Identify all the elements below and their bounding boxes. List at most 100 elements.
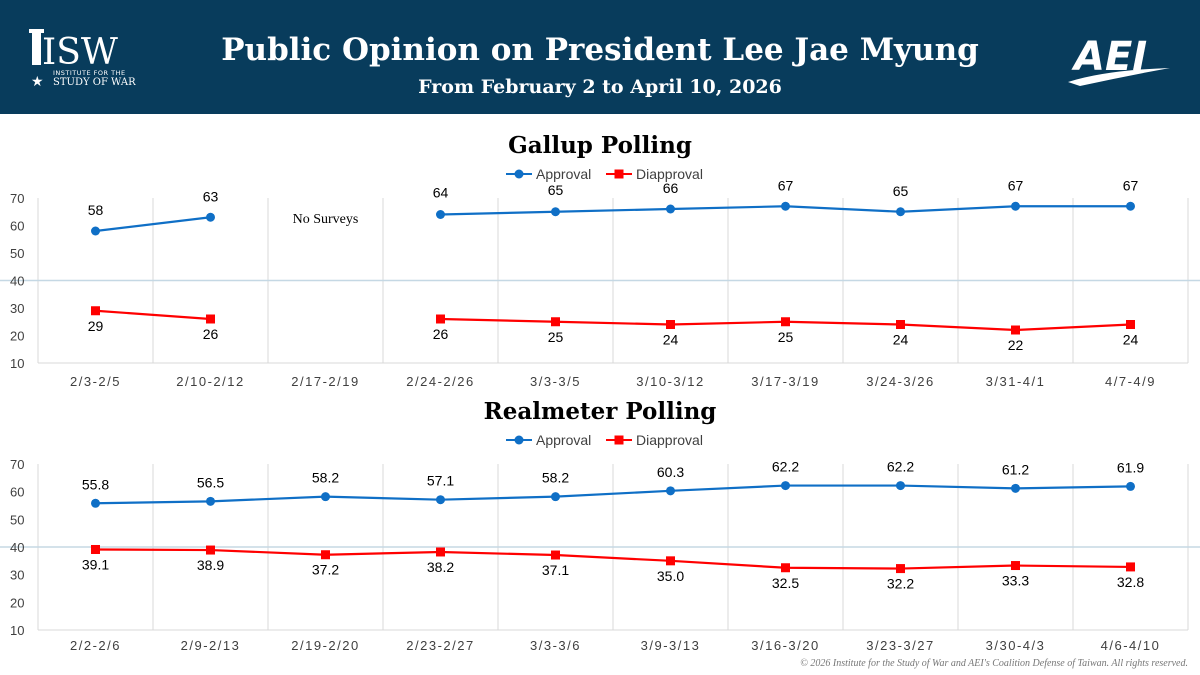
chart2-disapproval-point — [91, 544, 100, 554]
chart2-legend-marker-disapproval — [614, 435, 624, 445]
chart2-series-line-disapproval — [95, 548, 1131, 570]
chart1-disapproval-data-label: 26 — [203, 326, 219, 342]
chart2-approval-data-label: 57.1 — [427, 473, 454, 489]
chart2-approval-data-label: 58.2 — [542, 470, 569, 486]
chart2-approval-point — [91, 498, 100, 508]
chart2-approval-point — [896, 481, 905, 491]
chart2-disapproval-point — [666, 556, 675, 566]
chart1-approval-point — [1011, 201, 1020, 211]
chart2-approval-point — [436, 495, 445, 505]
chart2-x-tick-label: 4/6-4/10 — [1101, 638, 1161, 653]
chart2-disapproval-data-label: 33.3 — [1002, 573, 1029, 589]
chart1-disapproval-point — [436, 314, 445, 324]
chart1-disapproval-data-label: 24 — [1123, 332, 1139, 348]
chart1-legend-label-approval: Approval — [536, 166, 591, 182]
aei-logo: AEI — [1068, 34, 1170, 86]
chart1-legend-marker-disapproval — [614, 169, 624, 179]
chart1-approval-data-label: 67 — [1008, 177, 1024, 193]
chart2-disapproval-data-label: 32.8 — [1117, 574, 1144, 590]
chart2-approval-data-label: 62.2 — [887, 459, 914, 475]
chart2-disapproval-point — [206, 545, 215, 555]
chart2-x-tick-label: 3/23-3/27 — [866, 638, 934, 653]
chart1-series-line-approval — [95, 216, 211, 233]
chart1-approval-point — [206, 212, 215, 222]
chart2-disapproval-data-label: 37.1 — [542, 562, 569, 578]
chart2-y-tick-label: 60 — [10, 485, 24, 500]
chart2-disapproval-data-label: 32.5 — [772, 575, 799, 591]
chart2-x-tick-label: 3/3-3/6 — [530, 638, 581, 653]
chart2-y-tick-label: 40 — [10, 540, 24, 555]
chart1-approval-point — [551, 207, 560, 217]
chart2-approval-point — [1126, 481, 1135, 491]
chart2-disapproval-data-label: 38.9 — [197, 557, 224, 573]
page-subtitle: From February 2 to April 10, 2026 — [418, 76, 782, 98]
chart2-disapproval-point — [321, 550, 330, 560]
chart2-y-tick-label: 50 — [10, 512, 24, 527]
chart1-disapproval-data-label: 29 — [88, 318, 104, 334]
isw-logo-sub1: INSTITUTE FOR THE — [53, 69, 126, 77]
chart2-disapproval-point — [1011, 561, 1020, 571]
chart2-approval-data-label: 61.9 — [1117, 459, 1144, 475]
chart1-disapproval-data-label: 25 — [548, 329, 564, 345]
chart1-y-tick-label: 10 — [10, 356, 24, 371]
chart2-legend-label-disapproval: Diapproval — [636, 432, 703, 448]
isw-logo-text: ISW — [42, 32, 118, 73]
chart1-y-tick-label: 20 — [10, 329, 24, 344]
chart1-x-tick-label: 4/7-4/9 — [1105, 374, 1156, 389]
chart2-approval-point — [321, 492, 330, 502]
aei-logo-swoosh — [1068, 68, 1170, 86]
chart1-y-tick-label: 50 — [10, 246, 24, 261]
chart1-approval-data-label: 65 — [893, 183, 909, 199]
chart1-y-tick-label: 60 — [10, 219, 24, 234]
chart1-disapproval-data-label: 24 — [663, 332, 679, 348]
isw-logo-column — [32, 32, 41, 65]
chart1-disapproval-data-label: 26 — [433, 326, 449, 342]
chart1-legend-label-disapproval: Diapproval — [636, 166, 703, 182]
chart1-disapproval-point — [206, 314, 215, 324]
chart2-legend-label-approval: Approval — [536, 432, 591, 448]
chart1-x-tick-label: 2/17-2/19 — [291, 374, 359, 389]
chart2-disapproval-point — [896, 564, 905, 574]
isw-logo-column-cap — [29, 29, 44, 33]
chart2-x-tick-label: 3/16-3/20 — [751, 638, 819, 653]
chart2-disapproval-point — [551, 550, 560, 560]
chart1-legend-marker-approval — [514, 169, 524, 179]
chart1-x-tick-label: 3/10-3/12 — [636, 374, 704, 389]
chart1-approval-data-label: 63 — [203, 188, 219, 204]
isw-logo-star: ★ — [31, 74, 44, 90]
chart1-y-tick-label: 70 — [10, 191, 24, 206]
chart1-approval-data-label: 58 — [88, 202, 104, 218]
chart1-approval-point — [91, 226, 100, 236]
chart2-disapproval-point — [436, 547, 445, 557]
aei-logo-text: AEI — [1071, 34, 1147, 80]
chart1-annotation: No Surveys — [293, 212, 359, 227]
chart2-disapproval-point — [781, 563, 790, 573]
chart2-disapproval-data-label: 39.1 — [82, 556, 109, 572]
chart2-approval-data-label: 58.2 — [312, 470, 339, 486]
chart2-y-tick-label: 30 — [10, 568, 24, 583]
chart2-disapproval-data-label: 35.0 — [657, 568, 684, 584]
copyright-notice: © 2026 Institute for the Study of War an… — [800, 658, 1188, 669]
chart2-x-tick-label: 2/2-2/6 — [70, 638, 121, 653]
chart2-x-tick-label: 3/30-4/3 — [986, 638, 1046, 653]
chart1-x-tick-label: 3/24-3/26 — [866, 374, 934, 389]
chart1-x-tick-label: 2/3-2/5 — [70, 374, 121, 389]
chart2-disapproval-data-label: 37.2 — [312, 562, 339, 578]
chart1-approval-point — [1126, 201, 1135, 211]
chart1-disapproval-point — [551, 317, 560, 327]
chart2-approval-point — [781, 481, 790, 491]
chart1-disapproval-data-label: 22 — [1008, 337, 1024, 353]
chart2-y-tick-label: 20 — [10, 595, 24, 610]
chart1-approval-point — [781, 201, 790, 211]
chart1-approval-point — [436, 210, 445, 219]
chart1-x-tick-label: 2/10-2/12 — [176, 374, 244, 389]
chart2-approval-point — [1011, 483, 1020, 493]
isw-logo: ISW ★ INSTITUTE FOR THE STUDY OF WAR — [29, 29, 136, 90]
chart2-approval-point — [206, 496, 215, 506]
chart1-disapproval-point — [1126, 320, 1135, 329]
chart1-approval-point — [666, 204, 675, 214]
chart2-approval-data-label: 55.8 — [82, 476, 109, 492]
chart1-series-line-disapproval — [95, 309, 211, 321]
chart2-x-tick-label: 3/9-3/13 — [641, 638, 701, 653]
chart1-x-tick-label: 3/31-4/1 — [986, 374, 1046, 389]
